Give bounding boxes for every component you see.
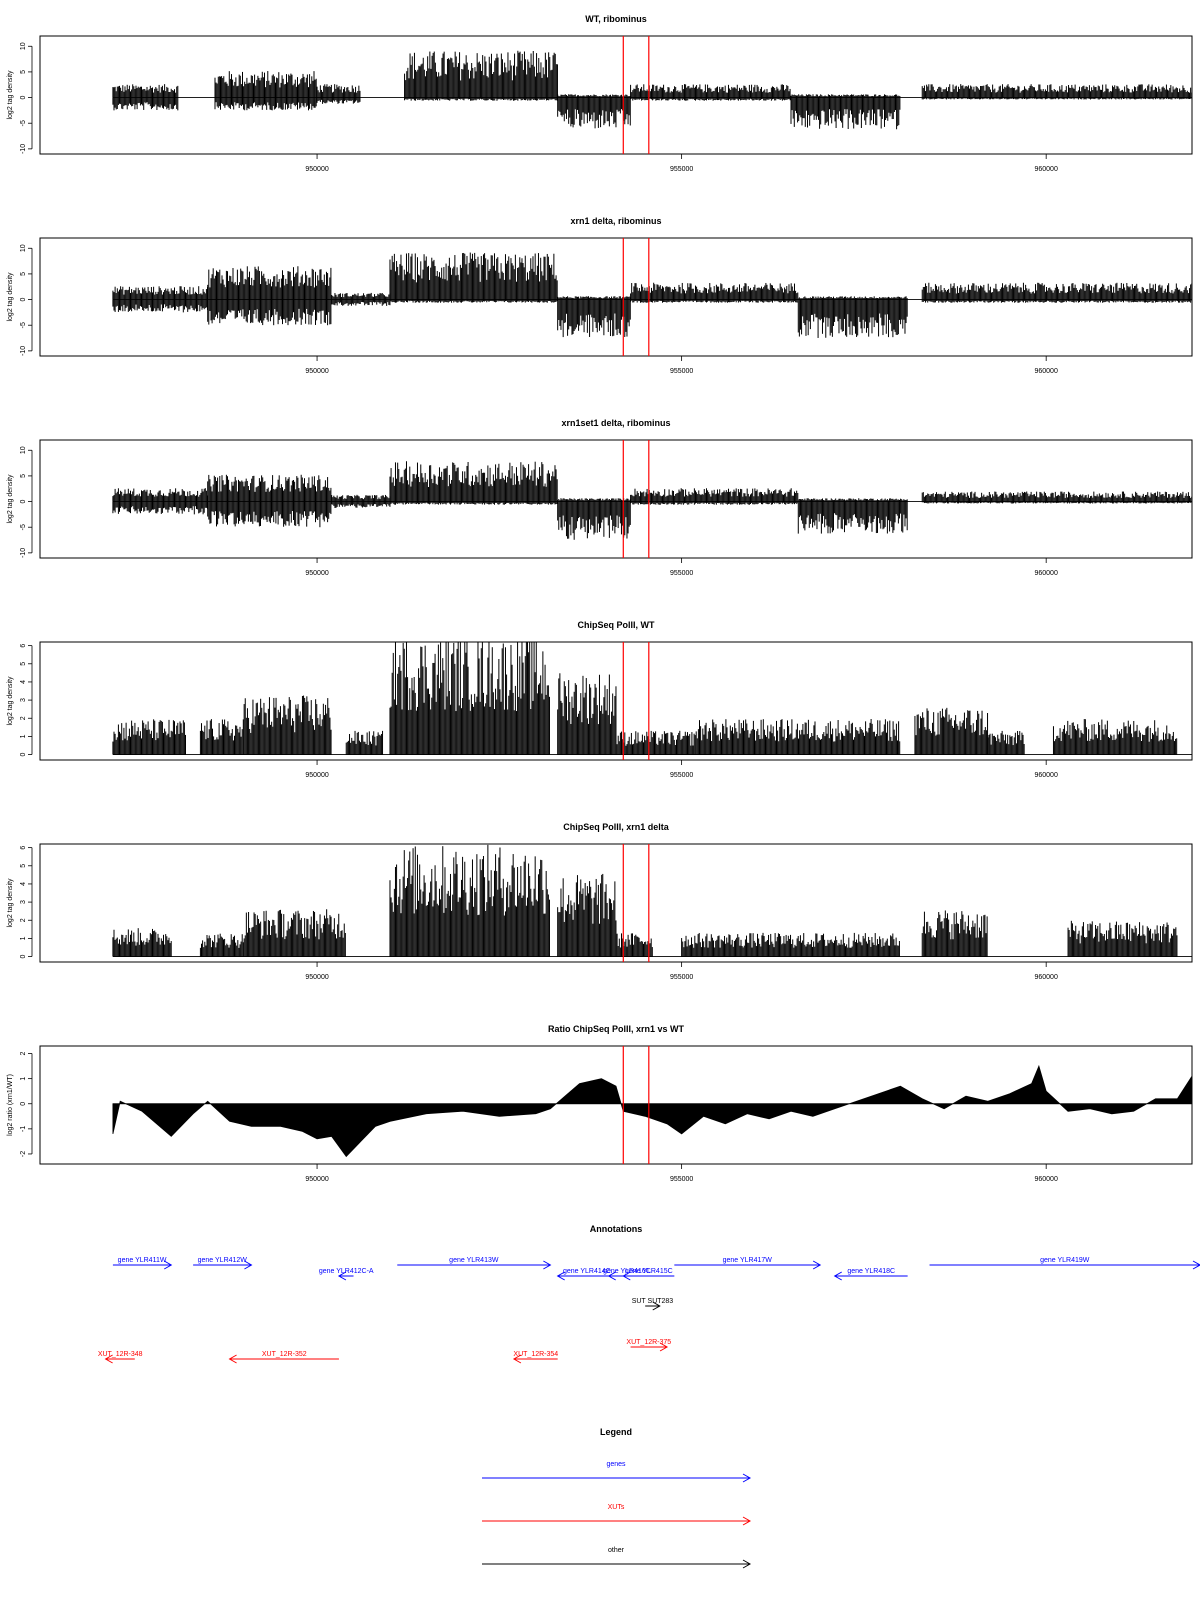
- y-tick-label: 0: [20, 96, 27, 100]
- data-segment: [404, 50, 558, 101]
- x-tick-label: 950000: [305, 166, 328, 173]
- data-segment: [630, 488, 799, 505]
- panel-1: WT, ribominus -10 -5 0 5 10 log2 tag density 95…: [7, 14, 1193, 173]
- y-tick-label: 5: [20, 474, 27, 478]
- y-tick-label: 0: [20, 298, 27, 302]
- data-segment: [389, 461, 558, 505]
- y-tick-label: -5: [20, 120, 27, 126]
- x-tick-label: 955000: [670, 570, 693, 577]
- y-axis: -10 -5 0 5 10: [20, 446, 33, 558]
- y-tick-label: -10: [20, 346, 27, 356]
- x-tick-label: 960000: [1034, 570, 1057, 577]
- y-axis: -10 -5 0 5 10: [20, 244, 33, 356]
- y-tick-label: 10: [20, 244, 27, 252]
- data-segment: [790, 94, 901, 130]
- data-segment: [921, 84, 1193, 100]
- y-tick-label: 10: [20, 42, 27, 50]
- series: [112, 50, 1193, 130]
- data-segment: [557, 498, 631, 540]
- y-tick-label: 0: [20, 500, 27, 504]
- y-axis-label: log2 tag density: [7, 272, 14, 322]
- y-tick-label: -5: [20, 322, 27, 328]
- x-tick-label: 960000: [1034, 166, 1057, 173]
- data-segment: [331, 292, 391, 306]
- data-segment: [112, 286, 209, 313]
- panel-3: xrn1set1 delta, ribominus -10 -5 0 5 10 log2 t…: [7, 418, 1193, 577]
- x-tick-label: 950000: [305, 368, 328, 375]
- data-segment: [214, 71, 317, 111]
- x-tick-label: 950000: [305, 570, 328, 577]
- y-axis: -10 -5 0 5 10: [20, 42, 33, 154]
- x-axis: 950000 955000 960000: [305, 558, 1058, 577]
- data-segment: [389, 252, 558, 303]
- y-tick-label: 10: [20, 446, 27, 454]
- panel-title: WT, ribominus: [585, 14, 647, 24]
- y-tick-label: 5: [20, 70, 27, 74]
- y-tick-label: -10: [20, 548, 27, 558]
- y-axis-label: log2 tag density: [7, 474, 14, 524]
- x-tick-label: 960000: [1034, 368, 1057, 375]
- x-tick-label: 955000: [670, 166, 693, 173]
- series: [112, 461, 1193, 540]
- panel-title: xrn1set1 delta, ribominus: [561, 418, 670, 428]
- y-tick-label: -10: [20, 144, 27, 154]
- y-tick-label: 5: [20, 272, 27, 276]
- data-segment: [207, 266, 332, 326]
- panel-2: xrn1 delta, ribominus -10 -5 0 5 10 log2 tag d…: [7, 216, 1193, 375]
- data-segment: [921, 282, 1193, 303]
- y-tick-label: -5: [20, 524, 27, 530]
- data-segment: [557, 94, 631, 129]
- data-segment: [630, 84, 791, 101]
- data-segment: [316, 84, 361, 104]
- data-segment: [112, 84, 179, 111]
- x-tick-label: 955000: [670, 368, 693, 375]
- x-axis: 950000 955000 960000: [305, 356, 1058, 375]
- data-segment: [630, 282, 799, 303]
- x-axis: 950000 955000 960000: [305, 154, 1058, 173]
- data-segment: [797, 296, 908, 338]
- y-axis-label: log2 tag density: [7, 70, 14, 120]
- data-segment: [557, 296, 631, 338]
- series: [112, 252, 1193, 338]
- panel-title: xrn1 delta, ribominus: [570, 216, 661, 226]
- data-segment: [112, 488, 209, 515]
- data-segment: [207, 474, 332, 528]
